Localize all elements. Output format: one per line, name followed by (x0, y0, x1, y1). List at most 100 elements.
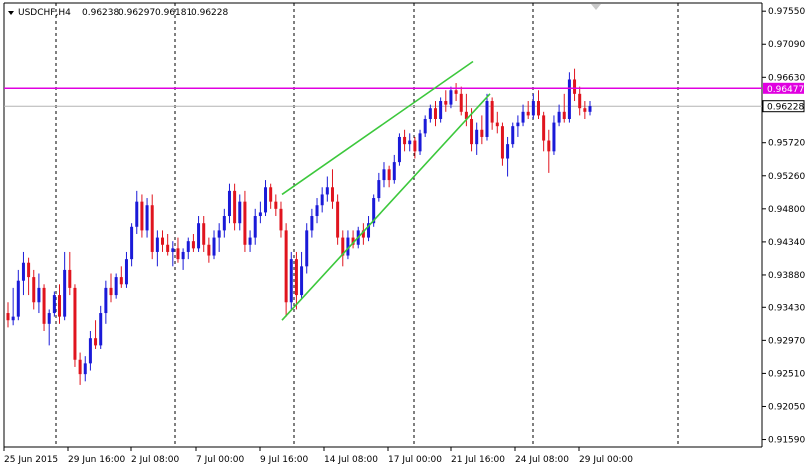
candle-body (191, 241, 195, 249)
candle-body (124, 259, 128, 285)
price-tick-label: 0.97090 (768, 40, 805, 50)
candle-body (161, 237, 165, 245)
candle-body (202, 223, 206, 245)
triangle-down-icon[interactable] (8, 11, 14, 15)
candle-body (536, 101, 540, 116)
candle-body (341, 237, 345, 256)
candle-body (78, 359, 82, 375)
ohlc-low: 0.96181 (155, 8, 192, 18)
candle-body (439, 101, 443, 119)
candle-body (470, 118, 474, 145)
candle-body (171, 248, 175, 252)
time-tick-label: 25 Jun 2015 (4, 455, 58, 465)
candle-body (294, 259, 298, 296)
candle-body (552, 122, 556, 152)
candle-body (346, 237, 350, 256)
time-tick-label: 17 Jul 00:00 (388, 455, 442, 465)
candle-body (284, 230, 288, 303)
candle-body (583, 108, 587, 112)
candle-body (382, 169, 386, 181)
candle-body (315, 205, 319, 217)
candle-body (562, 111, 566, 119)
candle-body (83, 363, 87, 375)
symbol-timeframe: USDCHF,H4 (18, 8, 71, 18)
candle-body (52, 295, 56, 314)
candle-body (16, 280, 20, 317)
candle-body (573, 79, 577, 94)
candle-body (413, 140, 417, 152)
candle-body (58, 295, 62, 317)
price-tick-label: 0.92970 (768, 336, 805, 346)
candle-body (310, 216, 314, 231)
candle-body (11, 316, 15, 321)
candle-body (547, 140, 551, 152)
ohlc-open: 0.96238 (82, 8, 119, 18)
candle-body (217, 230, 221, 238)
candle-body (454, 90, 458, 94)
candle-body (94, 338, 98, 346)
candle-body (114, 277, 118, 296)
candles-layer (6, 68, 592, 385)
candle-body (490, 101, 494, 123)
price-tick-label: 0.91590 (768, 436, 805, 446)
candle-body (495, 122, 499, 127)
price-tick-label: 0.95260 (768, 172, 805, 182)
ohlc-close: 0.96228 (191, 8, 228, 18)
candle-body (588, 106, 592, 112)
candle-body (181, 251, 185, 260)
candle-body (140, 201, 144, 231)
candle-body (207, 244, 211, 256)
candle-body (238, 201, 242, 224)
candle-body (403, 136, 407, 145)
candle-body (351, 237, 355, 245)
candle-body (222, 216, 226, 231)
candle-body (186, 241, 190, 252)
price-tick-label: 0.94800 (768, 205, 805, 215)
price-axis[interactable]: 0.97550 0.97090 0.96630 0.95720 0.95260 0.948… (762, 7, 805, 446)
candle-body (21, 262, 25, 281)
time-tick-label: 2 Jul 08:00 (131, 455, 180, 465)
candle-body (73, 287, 77, 360)
candle-body (109, 287, 113, 296)
candle-body (243, 201, 247, 245)
time-tick-label: 29 Jul 00:00 (579, 455, 633, 465)
candle-body (372, 198, 376, 224)
candle-body (521, 111, 525, 123)
candle-body (336, 201, 340, 238)
time-tick-label: 24 Jul 08:00 (515, 455, 569, 465)
candle-body (176, 248, 180, 260)
candle-body (361, 230, 365, 238)
candle-body (253, 216, 257, 238)
candle-body (480, 129, 484, 137)
channel-lower-trendline[interactable] (281, 93, 491, 321)
candle-body (130, 226, 134, 260)
candle-body (63, 269, 67, 317)
candle-body (516, 122, 520, 127)
price-tick-label: 0.92050 (768, 402, 805, 412)
candle-body (320, 194, 324, 206)
candle-body (387, 169, 391, 181)
candle-body (42, 287, 46, 324)
candle-body (233, 190, 237, 224)
candle-body (392, 162, 396, 181)
candle-body (197, 223, 201, 249)
candle-body (27, 262, 31, 278)
channel-upper-trendline[interactable] (281, 60, 474, 196)
candle-body (32, 277, 36, 303)
symbol-header[interactable]: USDCHF,H4 0.96238 0.96297 0.96181 0.9622… (8, 8, 228, 18)
candle-body (423, 118, 427, 134)
candle-body (511, 126, 515, 145)
time-tick-label: 7 Jul 00:00 (196, 455, 245, 465)
time-tick-label: 9 Jul 16:00 (260, 455, 309, 465)
candle-body (444, 101, 448, 105)
candle-body (212, 237, 216, 256)
candle-body (227, 190, 231, 217)
time-axis[interactable]: 25 Jun 2015 29 Jun 16:00 2 Jul 08:00 7 Jul … (3, 447, 633, 465)
candle-body (264, 187, 268, 213)
candle-body (155, 237, 159, 252)
triangle-down-icon[interactable] (591, 4, 601, 10)
candle-body (500, 126, 504, 159)
candle-body (567, 79, 571, 119)
